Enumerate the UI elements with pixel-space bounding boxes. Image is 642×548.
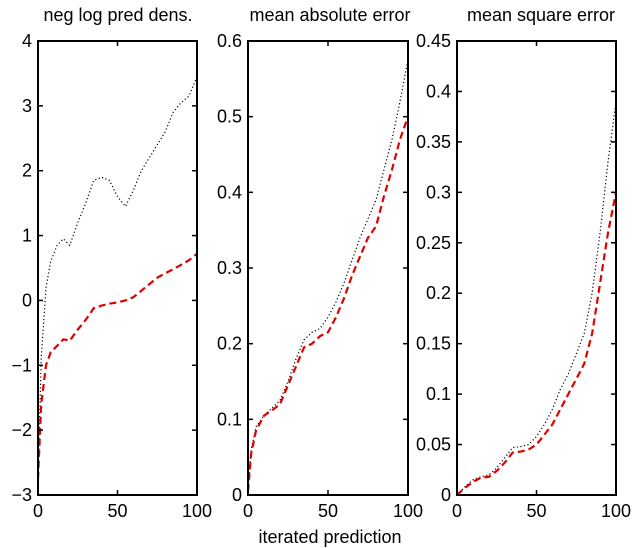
series-line-dotted	[37, 76, 198, 483]
x-tick-label: 50	[318, 501, 338, 521]
series-line-dashed	[36, 252, 198, 479]
y-tick-label: 0.25	[416, 233, 451, 253]
y-tick-label: 3	[22, 96, 32, 116]
x-tick-label: 50	[107, 501, 127, 521]
y-tick-label: 0.45	[416, 31, 451, 51]
y-tick-label: 0.6	[217, 31, 242, 51]
y-tick-label: −1	[11, 355, 32, 375]
x-tick-label: 50	[526, 501, 546, 521]
y-tick-label: −3	[11, 485, 32, 505]
panel-mean-square-error: mean square error 0 50 100 0 0.05 0.1 0.15 0.2 0…	[416, 5, 631, 521]
panel-title: neg log pred dens.	[43, 5, 192, 25]
axes-box	[37, 40, 198, 496]
y-tick-label: 0.3	[217, 258, 242, 278]
y-tick-label: 0.35	[416, 132, 451, 152]
x-tick-label: 100	[393, 501, 423, 521]
series-line-dashed	[246, 116, 410, 492]
y-tick-label: 4	[22, 31, 32, 51]
x-tick-label: 100	[182, 501, 212, 521]
x-tick-label: 0	[243, 501, 253, 521]
x-tick-label: 100	[601, 501, 631, 521]
y-tick-label: 0.15	[416, 334, 451, 354]
y-tick-label: 0.05	[416, 435, 451, 455]
panel-mean-absolute-error: mean absolute error 0 50 100 0 0.1 0.2 0.3 0.4 0…	[217, 5, 423, 521]
x-tick-label: 0	[452, 501, 462, 521]
shared-x-axis-label: iterated prediction	[258, 527, 401, 547]
y-tick-label: 0.4	[426, 81, 451, 101]
panel-neg-log-pred-dens: neg log pred dens. 0 50 100 −3 −2 −1 0 1 2 3 4	[11, 5, 212, 521]
y-tick-label: 0.2	[217, 334, 242, 354]
y-tick-label: 0	[232, 485, 242, 505]
y-tick-label: 0.5	[217, 107, 242, 127]
series-line-dashed	[456, 192, 618, 496]
y-tick-label: 1	[22, 226, 32, 246]
series-line-dotted	[456, 101, 617, 496]
panel-title: mean absolute error	[249, 5, 410, 25]
y-tick-label: 0.2	[426, 283, 451, 303]
y-tick-label: 0.4	[217, 182, 242, 202]
y-tick-label: 0.3	[426, 182, 451, 202]
y-tick-label: 0.1	[217, 409, 242, 429]
y-tick-label: 0	[441, 485, 451, 505]
series-line-dotted	[247, 59, 409, 488]
axes-box	[247, 40, 409, 496]
y-tick-label: 2	[22, 161, 32, 181]
axes-box	[456, 40, 617, 496]
y-tick-label: 0	[22, 290, 32, 310]
y-tick-label: −2	[11, 420, 32, 440]
x-tick-label: 0	[33, 501, 43, 521]
y-tick-label: 0.1	[426, 384, 451, 404]
panel-title: mean square error	[467, 5, 615, 25]
